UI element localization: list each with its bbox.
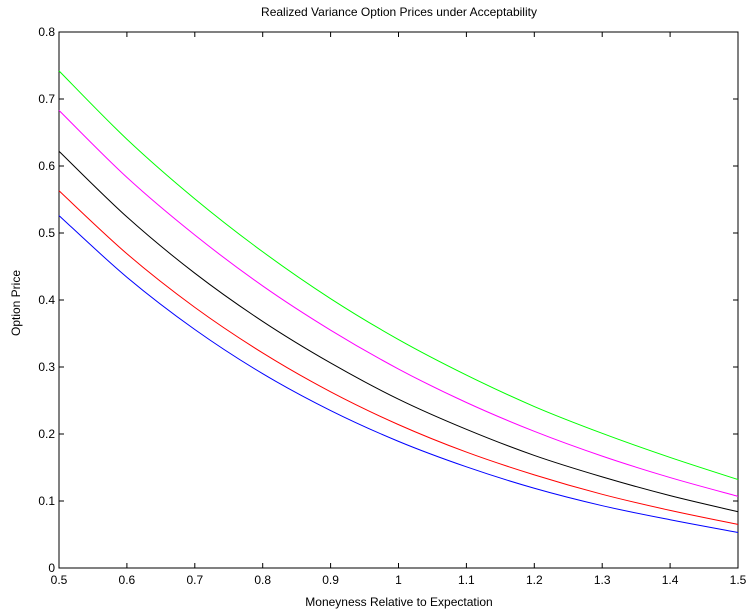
y-tick-label: 0.6 — [38, 159, 55, 173]
x-tick-label: 1.1 — [458, 573, 475, 587]
x-tick-label: 1.5 — [730, 573, 747, 587]
series-line-2 — [58, 110, 739, 497]
x-tick-label: 1.3 — [594, 573, 611, 587]
series-line-1 — [58, 70, 739, 481]
plot-area: 00.10.20.30.40.50.60.70.8 0.5 0.6 0.7 0.8 0.… — [38, 25, 746, 587]
x-tick-label: 1 — [395, 573, 402, 587]
y-tick-label: 0.4 — [38, 293, 55, 307]
y-tick-label: 0.2 — [38, 427, 55, 441]
y-tick-label: 0.7 — [38, 92, 55, 106]
y-axis: 0 0.1 0.2 0.3 0.4 0.5 0.6 0.7 0.8 — [38, 25, 738, 575]
series-line-5 — [58, 215, 739, 533]
y-tick-label: 0.1 — [38, 494, 55, 508]
x-tick-label: 0.8 — [254, 573, 271, 587]
x-axis-label: Moneyness Relative to Expectation — [305, 595, 492, 609]
x-tick-label: 1.2 — [526, 573, 543, 587]
y-tick-label: 0.5 — [38, 226, 55, 240]
x-tick-label: 0.6 — [119, 573, 136, 587]
series-lines — [58, 70, 739, 533]
x-tick-label: 0.9 — [322, 573, 339, 587]
plot-frame — [58, 31, 739, 569]
y-tick-label: 0.3 — [38, 360, 55, 374]
chart-title: Realized Variance Option Prices under Ac… — [261, 5, 537, 19]
series-line-3 — [58, 150, 739, 513]
series-line-4 — [58, 190, 739, 525]
x-tick-label: 1.4 — [662, 573, 679, 587]
x-tick-label: 0.7 — [186, 573, 203, 587]
x-axis: 0.5 0.6 0.7 0.8 0.9 1 1.1 1.2 1.3 1.4 1.5 — [51, 32, 747, 587]
y-tick-label: 0.8 — [38, 25, 55, 39]
y-tick-label: 0 — [48, 561, 55, 575]
y-axis-label: Option Price — [9, 270, 23, 336]
x-tick-label: 0.5 — [51, 573, 68, 587]
